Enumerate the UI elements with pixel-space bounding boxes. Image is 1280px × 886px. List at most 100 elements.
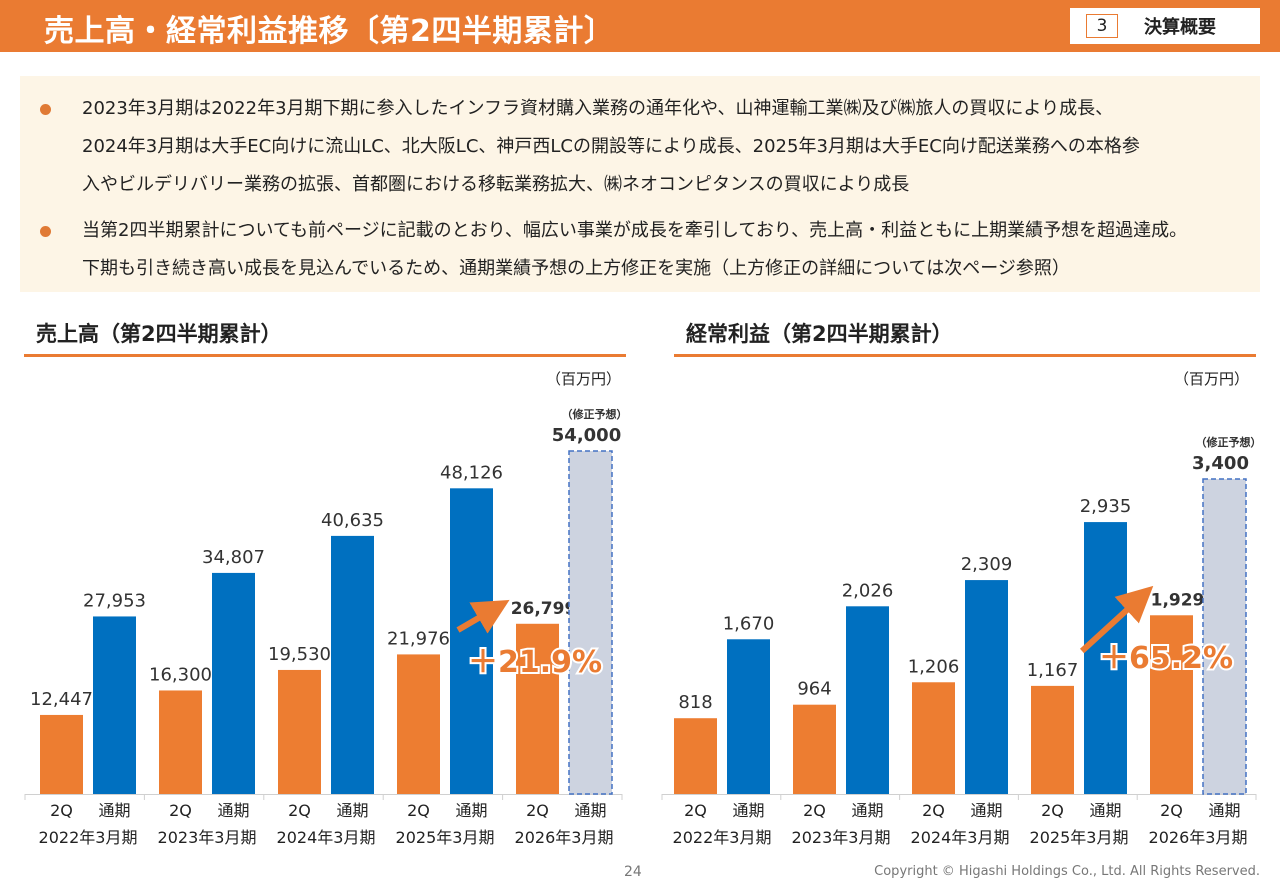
bar-value-label: 26,799 <box>511 599 577 619</box>
bar-value-label: 21,976 <box>387 628 450 649</box>
growth-rate-label: ＋21.9% <box>468 645 602 680</box>
bar-value-label: 2,935 <box>1080 496 1132 517</box>
x-category-label: 2022年3月期 <box>673 828 772 847</box>
bar-value-label: 1,167 <box>1027 660 1079 681</box>
sales-unit-label: （百万円） <box>546 370 622 388</box>
x-subcategory-label: 2Q <box>1041 801 1064 820</box>
forecast-note: （修正予想） <box>1196 435 1262 449</box>
page-number: 24 <box>624 864 642 880</box>
bar-value-label: 40,635 <box>321 510 384 531</box>
bar-value-label: 2,309 <box>961 554 1013 575</box>
bar-full-year <box>727 639 770 794</box>
bar-2q <box>40 714 83 794</box>
profit-chart-title: 経常利益（第2四半期累計） <box>686 322 953 346</box>
bar-value-label: 818 <box>678 692 712 713</box>
x-category-label: 2023年3月期 <box>158 828 257 847</box>
bar-2q <box>278 669 321 794</box>
bar-full-year <box>1084 522 1127 794</box>
x-category-label: 2023年3月期 <box>792 828 891 847</box>
summary-bullet: 当第2四半期累計についても前ページに記載のとおり、幅広い事業が成長を牽引しており… <box>40 212 1250 288</box>
bar-full-year <box>212 572 255 794</box>
bar-value-label: 3,400 <box>1192 453 1249 474</box>
x-subcategory-label: 2Q <box>526 801 549 820</box>
x-category-label: 2026年3月期 <box>1149 828 1248 847</box>
header-bar: 売上高・経常利益推移〔第2四半期累計〕 3 決算概要 <box>0 0 1280 52</box>
section-badge: 3 決算概要 <box>1070 8 1260 44</box>
profit-chart-rule <box>674 354 1256 357</box>
bar-full-year <box>450 488 493 794</box>
summary-line: 入やビルデリバリー業務の拡張、首都圏における移転業務拡大、㈱ネオコンピタンスの買… <box>82 174 910 195</box>
bar-2q <box>516 623 559 794</box>
x-subcategory-label: 2Q <box>684 801 707 820</box>
profit-unit-label: （百万円） <box>1174 370 1250 388</box>
x-category-label: 2026年3月期 <box>515 828 614 847</box>
x-subcategory-label: 通期 <box>455 801 487 820</box>
bar-full-year <box>331 535 374 794</box>
bar-value-label: 27,953 <box>83 590 146 611</box>
x-subcategory-label: 2Q <box>803 801 826 820</box>
growth-rate-label: ＋65.2% <box>1099 641 1233 676</box>
bar-value-label: 12,447 <box>30 689 93 710</box>
x-subcategory-label: 2Q <box>407 801 430 820</box>
bar-value-label: 16,300 <box>149 664 212 685</box>
x-subcategory-label: 通期 <box>574 801 606 820</box>
sales-chart-rule <box>24 354 626 357</box>
bar-value-label: 54,000 <box>552 425 621 446</box>
bar-full-year <box>93 616 136 794</box>
bullet-dot-icon <box>40 104 51 115</box>
growth-arrow-icon <box>456 599 510 634</box>
bar-full-year <box>965 580 1008 794</box>
x-category-label: 2022年3月期 <box>39 828 138 847</box>
forecast-bar <box>568 450 613 795</box>
forecast-bar <box>1202 478 1247 795</box>
bar-2q <box>1150 615 1193 794</box>
growth-arrow-icon <box>1079 585 1154 654</box>
bullet-dot-icon <box>40 226 51 237</box>
bar-2q <box>674 718 717 794</box>
x-category-label: 2025年3月期 <box>1030 828 1129 847</box>
x-subcategory-label: 通期 <box>732 801 764 820</box>
sales-chart-title: 売上高（第2四半期累計） <box>36 322 282 346</box>
bar-2q <box>912 682 955 794</box>
bar-value-label: 34,807 <box>202 547 265 568</box>
x-category-label: 2025年3月期 <box>396 828 495 847</box>
bar-value-label: 19,530 <box>268 644 331 665</box>
bar-full-year <box>846 606 889 794</box>
copyright: Copyright © Higashi Holdings Co., Ltd. A… <box>874 864 1260 879</box>
bar-2q <box>397 654 440 794</box>
x-subcategory-label: 通期 <box>1208 801 1240 820</box>
x-subcategory-label: 2Q <box>50 801 73 820</box>
summary-line: 2024年3月期は大手EC向けに流山LC、北大阪LC、神戸西LCの開設等により成… <box>82 136 1140 157</box>
x-subcategory-label: 2Q <box>922 801 945 820</box>
section-label: 決算概要 <box>1144 17 1216 38</box>
x-subcategory-label: 通期 <box>98 801 130 820</box>
bar-value-label: 1,670 <box>723 613 775 634</box>
x-subcategory-label: 通期 <box>970 801 1002 820</box>
bar-value-label: 1,929 <box>1151 590 1205 610</box>
bar-2q <box>159 690 202 794</box>
x-subcategory-label: 通期 <box>1089 801 1121 820</box>
x-subcategory-label: 通期 <box>851 801 883 820</box>
x-category-label: 2024年3月期 <box>277 828 376 847</box>
x-subcategory-label: 2Q <box>288 801 311 820</box>
summary-box: 2023年3月期は2022年3月期下期に参入したインフラ資材購入業務の通年化や、… <box>20 76 1260 292</box>
x-subcategory-label: 2Q <box>169 801 192 820</box>
bar-value-label: 964 <box>797 679 831 700</box>
x-subcategory-label: 通期 <box>217 801 249 820</box>
summary-line: 2023年3月期は2022年3月期下期に参入したインフラ資材購入業務の通年化や、… <box>82 98 1114 119</box>
bar-value-label: 1,206 <box>908 656 960 677</box>
summary-line: 下期も引き続き高い成長を見込んでいるため、通期業績予想の上方修正を実施（上方修正… <box>82 258 1070 279</box>
summary-line: 当第2四半期累計についても前ページに記載のとおり、幅広い事業が成長を牽引しており… <box>82 220 1188 241</box>
summary-bullet: 2023年3月期は2022年3月期下期に参入したインフラ資材購入業務の通年化や、… <box>40 90 1250 204</box>
section-number: 3 <box>1086 14 1118 38</box>
bar-value-label: 48,126 <box>440 462 503 483</box>
bar-2q <box>1031 685 1074 794</box>
x-category-label: 2024年3月期 <box>911 828 1010 847</box>
forecast-note: （修正予想） <box>562 407 628 421</box>
bar-value-label: 2,026 <box>842 580 894 601</box>
x-subcategory-label: 通期 <box>336 801 368 820</box>
bar-2q <box>793 704 836 794</box>
page-title: 売上高・経常利益推移〔第2四半期累計〕 <box>44 14 615 49</box>
x-subcategory-label: 2Q <box>1160 801 1183 820</box>
